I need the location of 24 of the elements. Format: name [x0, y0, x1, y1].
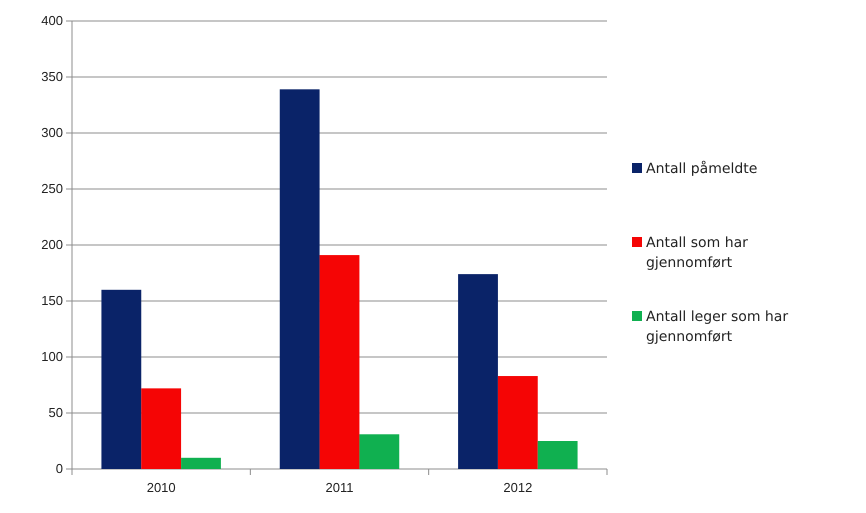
bar [181, 458, 221, 469]
y-tick-label: 150 [41, 293, 63, 308]
y-tick-label: 250 [41, 181, 63, 196]
y-tick-label: 400 [41, 13, 63, 28]
bar [101, 290, 142, 469]
y-tick-label: 0 [56, 461, 63, 476]
bar [359, 434, 400, 469]
bar [141, 388, 182, 469]
bar [498, 376, 538, 469]
legend-label: Antall påmeldte [646, 160, 758, 177]
y-tick-label: 200 [41, 237, 63, 252]
bar [320, 255, 360, 469]
bar [538, 441, 578, 469]
legend-label: Antall som har gjennomført [646, 235, 748, 271]
x-tick-label: 2012 [503, 480, 532, 496]
x-tick-label: 2010 [146, 480, 176, 496]
y-tick-label: 100 [41, 349, 63, 364]
bar [280, 89, 320, 469]
x-tick-label: 2011 [326, 480, 354, 496]
y-tick-label: 350 [41, 69, 63, 84]
legend-label: Antall leger som har gjennomført [646, 309, 788, 345]
y-tick-label: 300 [41, 125, 63, 140]
y-tick-label: 50 [48, 405, 63, 420]
bar [458, 274, 498, 469]
